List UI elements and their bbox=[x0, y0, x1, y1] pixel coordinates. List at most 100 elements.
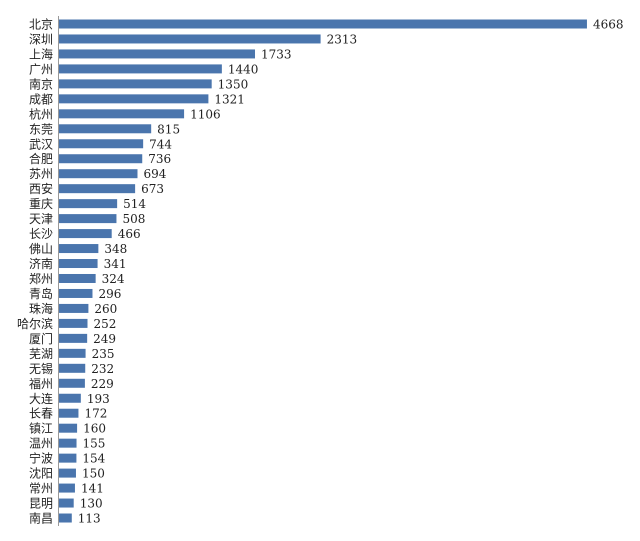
category-label: 无锡 bbox=[29, 361, 53, 376]
bar bbox=[59, 453, 77, 463]
bar bbox=[59, 468, 76, 478]
value-label: 160 bbox=[83, 422, 106, 436]
bar bbox=[59, 513, 72, 523]
value-label: 141 bbox=[81, 482, 104, 496]
category-label: 镇江 bbox=[29, 422, 53, 436]
bar bbox=[59, 244, 99, 254]
value-label: 232 bbox=[91, 362, 114, 376]
category-label: 长春 bbox=[29, 407, 53, 421]
category-label: 西安 bbox=[29, 181, 53, 196]
category-label: 天津 bbox=[29, 212, 53, 226]
bar bbox=[59, 34, 321, 44]
bar bbox=[59, 363, 86, 373]
category-label: 北京 bbox=[29, 18, 53, 32]
value-label: 296 bbox=[98, 287, 121, 301]
value-label: 1440 bbox=[228, 62, 259, 76]
bar bbox=[59, 288, 93, 298]
bar bbox=[59, 273, 96, 283]
bar bbox=[59, 64, 222, 74]
category-label: 成都 bbox=[29, 92, 53, 106]
bar bbox=[59, 184, 136, 194]
value-label: 1321 bbox=[214, 92, 245, 106]
category-label: 南昌 bbox=[29, 511, 53, 526]
category-label: 珠海 bbox=[29, 301, 53, 316]
bar bbox=[59, 169, 138, 179]
bar bbox=[59, 483, 75, 493]
bar bbox=[59, 49, 256, 59]
value-label: 694 bbox=[143, 167, 166, 181]
bar bbox=[59, 259, 98, 269]
bar bbox=[59, 393, 81, 403]
value-label: 193 bbox=[87, 392, 110, 406]
value-label: 155 bbox=[83, 437, 106, 451]
category-label: 济南 bbox=[29, 256, 53, 271]
value-label: 736 bbox=[148, 152, 171, 166]
category-label: 苏州 bbox=[29, 167, 53, 181]
category-label: 南京 bbox=[29, 76, 53, 91]
value-label: 260 bbox=[94, 302, 117, 316]
category-label: 温州 bbox=[29, 437, 53, 451]
bar bbox=[59, 438, 77, 448]
category-label: 长沙 bbox=[29, 227, 53, 241]
category-label: 深圳 bbox=[29, 32, 53, 46]
value-label: 1733 bbox=[261, 47, 292, 61]
value-label: 172 bbox=[84, 407, 107, 421]
category-label: 杭州 bbox=[29, 106, 53, 121]
value-label: 815 bbox=[157, 122, 180, 136]
value-label: 466 bbox=[118, 227, 141, 241]
bar bbox=[59, 318, 88, 328]
value-label: 235 bbox=[92, 347, 115, 361]
bar bbox=[59, 229, 112, 239]
bar bbox=[59, 94, 209, 104]
bar bbox=[59, 199, 118, 209]
bar bbox=[59, 333, 88, 343]
value-label: 514 bbox=[123, 197, 146, 211]
value-label: 130 bbox=[80, 497, 103, 511]
category-label: 芜湖 bbox=[29, 346, 53, 361]
bar bbox=[59, 303, 89, 313]
bar bbox=[59, 348, 86, 358]
category-label: 昆明 bbox=[29, 497, 53, 511]
bar bbox=[59, 408, 79, 418]
bar bbox=[59, 423, 78, 433]
bar bbox=[59, 378, 85, 388]
value-label: 1106 bbox=[190, 107, 221, 121]
bar bbox=[59, 498, 74, 508]
category-label: 广州 bbox=[29, 62, 53, 76]
value-label: 673 bbox=[141, 182, 164, 196]
bar bbox=[59, 79, 212, 89]
value-label: 341 bbox=[104, 257, 127, 271]
value-label: 744 bbox=[149, 137, 172, 151]
category-label: 沈阳 bbox=[29, 466, 53, 481]
category-label: 厦门 bbox=[29, 331, 53, 346]
category-label: 福州 bbox=[29, 376, 53, 391]
category-label: 大连 bbox=[29, 391, 53, 406]
category-label: 合肥 bbox=[29, 151, 53, 166]
value-label: 348 bbox=[104, 242, 127, 256]
bar bbox=[59, 124, 152, 134]
bar bbox=[59, 214, 117, 224]
value-label: 150 bbox=[82, 467, 105, 481]
category-label: 常州 bbox=[29, 482, 53, 496]
bar bbox=[59, 109, 185, 119]
category-label: 佛山 bbox=[29, 242, 53, 256]
category-label: 武汉 bbox=[29, 137, 53, 151]
value-label: 2313 bbox=[327, 32, 358, 46]
value-label: 1350 bbox=[218, 77, 249, 91]
value-label: 252 bbox=[94, 317, 117, 331]
value-label: 113 bbox=[78, 512, 101, 526]
category-label: 宁波 bbox=[29, 451, 53, 466]
value-label: 154 bbox=[82, 452, 105, 466]
value-label: 229 bbox=[91, 377, 114, 391]
category-label: 重庆 bbox=[29, 197, 53, 211]
value-label: 324 bbox=[102, 272, 125, 286]
category-label: 哈尔滨 bbox=[17, 316, 53, 331]
value-label: 249 bbox=[93, 332, 116, 346]
bar bbox=[59, 139, 144, 149]
bar bbox=[59, 154, 143, 164]
category-label: 郑州 bbox=[29, 271, 53, 286]
value-label: 508 bbox=[122, 212, 145, 226]
value-label: 4668 bbox=[593, 18, 624, 32]
